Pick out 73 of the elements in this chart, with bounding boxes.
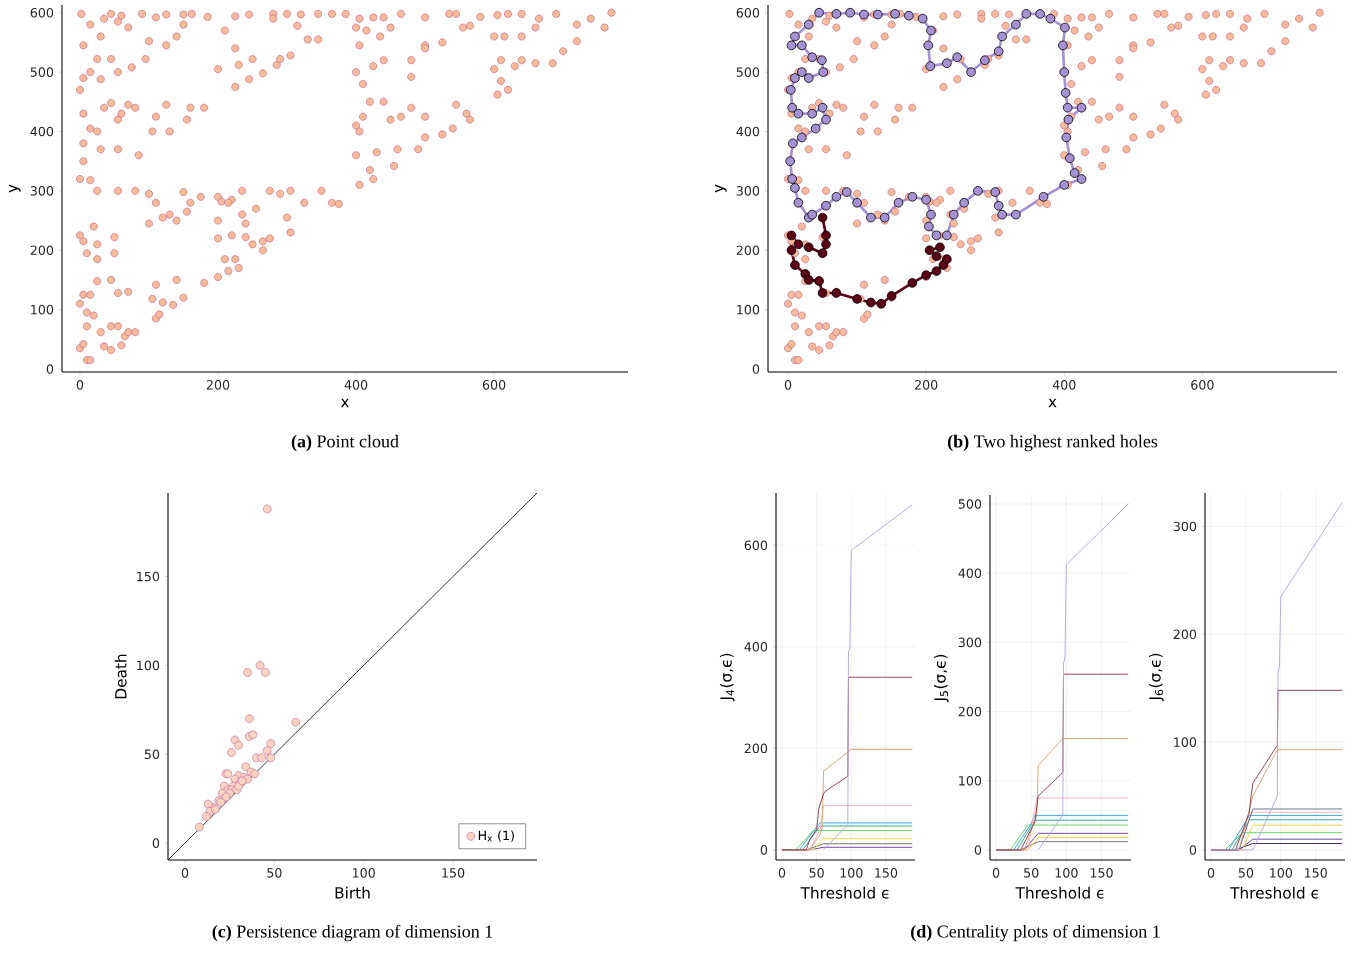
x-tick-label: 0 [1207,868,1215,878]
y-axis-title: J$_{5}$(σ,ϵ) [933,654,949,703]
y-tick-label: 200 [958,706,982,717]
y-tick-label: 400 [30,126,54,137]
legend-label: H$_{x}$ (1) [478,830,514,842]
x-axis-title: x [340,398,350,408]
x-tick-label: 400 [1052,380,1076,390]
x-tick-label: 50 [809,868,824,878]
x-tick-label: 100 [1055,868,1078,878]
y-tick-label: 0 [760,845,768,855]
y-tick-label: 0 [46,364,54,374]
y-tick-label: 100 [137,660,160,671]
y-tick-label: 400 [736,126,760,137]
y-tick-label: 300 [1173,521,1197,532]
x-axis-title: Threshold ϵ [800,886,889,899]
x-tick-label: 50 [1024,868,1039,878]
text: (a) Point cloud [291,434,399,452]
text: (d) Centrality plots of dimension 1 [911,924,1160,942]
x-tick-label: 100 [840,868,863,878]
y-tick-label: 50 [144,749,160,760]
text: (c) Persistence diagram of dimension 1 [212,924,493,942]
x-tick-label: 150 [1305,868,1327,878]
y-tick-label: 300 [736,186,760,196]
x-tick-label: 0 [778,868,786,878]
x-axis-title: Threshold ϵ [1230,886,1318,899]
y-tick-label: 200 [736,245,760,256]
y-tick-label: 100 [1174,737,1197,747]
x-tick-label: 200 [206,380,230,390]
x-tick-label: 100 [1270,868,1293,878]
y-tick-label: 0 [974,845,982,855]
y-tick-label: 200 [1173,629,1197,640]
y-axis-title: y [9,184,21,193]
y-axis-title: Death [114,654,127,699]
y-tick-label: 150 [137,571,160,582]
y-tick-label: 500 [736,67,760,77]
y-axis-title: y [715,184,727,193]
x-tick-label: 100 [352,868,375,878]
x-tick-label: 50 [267,868,282,878]
x-tick-label: 0 [784,380,792,390]
x-tick-label: 0 [992,868,1000,878]
y-tick-label: 300 [30,186,54,196]
x-axis-title: Birth [335,886,370,899]
y-tick-label: 0 [152,838,160,848]
x-axis-title: Threshold ϵ [1015,886,1104,899]
y-tick-label: 600 [744,540,768,551]
y-tick-label: 500 [30,67,54,77]
x-axis-title: x [1048,398,1057,408]
y-tick-label: 200 [30,245,54,256]
x-tick-label: 400 [344,380,368,390]
y-tick-label: 0 [752,364,760,374]
x-tick-label: 0 [181,868,189,878]
y-tick-label: 100 [31,304,54,315]
x-tick-label: 50 [1238,868,1254,878]
y-axis-title: J$_{4}$(σ,ϵ) [719,653,735,702]
y-tick-label: 600 [30,7,54,18]
y-tick-label: 100 [959,775,982,786]
x-tick-label: 0 [76,380,84,390]
x-tick-label: 150 [442,868,465,878]
y-tick-label: 300 [958,637,982,648]
x-tick-label: 150 [875,868,898,878]
y-tick-label: 600 [736,7,760,18]
x-tick-label: 200 [914,380,938,390]
y-tick-label: 500 [958,499,982,509]
y-axis-title: J$_{6}$(σ,ϵ) [1148,653,1164,702]
y-tick-label: 0 [1189,845,1197,855]
y-tick-label: 100 [737,304,760,315]
y-tick-label: 400 [958,568,982,578]
y-tick-label: 200 [744,743,768,754]
x-tick-label: 600 [1191,380,1214,390]
x-tick-label: 600 [482,380,506,390]
y-tick-label: 400 [744,642,768,652]
x-tick-label: 150 [1090,868,1113,878]
text: (b) Two highest ranked holes [947,434,1158,452]
